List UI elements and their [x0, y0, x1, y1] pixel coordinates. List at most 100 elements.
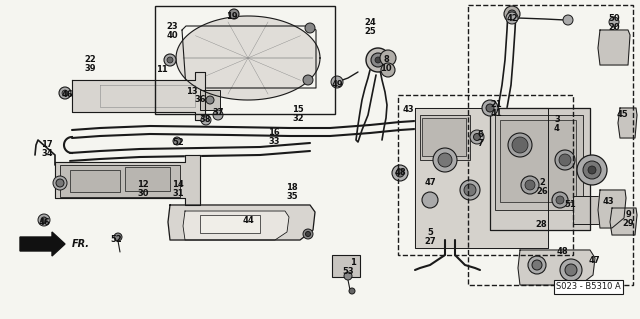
Text: 37: 37	[212, 108, 224, 117]
Bar	[155, 6, 335, 114]
Text: 27: 27	[424, 237, 436, 246]
Polygon shape	[183, 211, 289, 240]
Circle shape	[392, 165, 408, 181]
Bar	[200, 215, 260, 233]
Text: 13: 13	[186, 87, 198, 96]
Text: 46: 46	[38, 218, 50, 227]
Circle shape	[506, 12, 518, 24]
Text: 41: 41	[490, 109, 502, 118]
Text: 48: 48	[556, 247, 568, 256]
Text: 22: 22	[84, 55, 96, 64]
Text: 44: 44	[242, 216, 254, 225]
Text: 14: 14	[172, 180, 184, 189]
Circle shape	[504, 6, 520, 22]
Polygon shape	[20, 232, 65, 256]
Text: 52: 52	[110, 235, 122, 244]
Text: S023 - B5310 A: S023 - B5310 A	[556, 282, 621, 291]
Text: 12: 12	[137, 180, 149, 189]
Circle shape	[164, 54, 176, 66]
Polygon shape	[490, 108, 590, 230]
Circle shape	[559, 154, 571, 166]
Text: 17: 17	[41, 140, 53, 149]
Bar	[500, 120, 576, 202]
Polygon shape	[168, 205, 315, 240]
Text: 16: 16	[268, 128, 280, 137]
Circle shape	[59, 87, 71, 99]
Text: 29: 29	[622, 219, 634, 228]
Circle shape	[532, 260, 542, 270]
Circle shape	[470, 130, 484, 144]
Circle shape	[521, 176, 539, 194]
Circle shape	[609, 17, 619, 27]
Text: 31: 31	[172, 189, 184, 198]
Text: 30: 30	[137, 189, 148, 198]
Circle shape	[201, 115, 211, 125]
Polygon shape	[598, 30, 630, 65]
Text: 50: 50	[608, 14, 620, 23]
Text: 38: 38	[199, 115, 211, 124]
Circle shape	[474, 133, 481, 140]
Text: 28: 28	[535, 220, 547, 229]
Text: 39: 39	[84, 64, 96, 73]
Circle shape	[512, 137, 528, 153]
Text: 4: 4	[554, 124, 560, 133]
Text: 43: 43	[402, 105, 414, 114]
Polygon shape	[72, 72, 205, 120]
Bar	[200, 90, 220, 110]
Bar	[60, 165, 180, 197]
Circle shape	[552, 192, 568, 208]
Circle shape	[528, 256, 546, 274]
Circle shape	[508, 133, 532, 157]
Circle shape	[433, 148, 457, 172]
Circle shape	[53, 176, 67, 190]
Text: FR.: FR.	[72, 239, 90, 249]
Text: 24: 24	[364, 18, 376, 27]
Text: 6: 6	[477, 130, 483, 139]
Text: 53: 53	[342, 267, 354, 276]
Circle shape	[229, 9, 239, 19]
Text: 21: 21	[490, 100, 502, 109]
Circle shape	[305, 232, 310, 236]
Text: 26: 26	[536, 187, 548, 196]
Polygon shape	[518, 250, 595, 285]
Text: 2: 2	[539, 178, 545, 187]
Circle shape	[556, 196, 564, 204]
Circle shape	[460, 180, 480, 200]
Bar	[420, 115, 470, 160]
Circle shape	[303, 229, 313, 239]
Circle shape	[563, 15, 573, 25]
Circle shape	[366, 48, 390, 72]
Text: 48: 48	[394, 168, 406, 177]
Circle shape	[56, 179, 64, 187]
Bar	[468, 5, 633, 285]
Text: 33: 33	[268, 137, 280, 146]
Circle shape	[114, 233, 122, 241]
Circle shape	[380, 50, 396, 66]
Text: 43: 43	[602, 197, 614, 206]
Circle shape	[525, 180, 535, 190]
Circle shape	[303, 75, 313, 85]
Circle shape	[555, 150, 575, 170]
Circle shape	[560, 259, 582, 281]
Bar	[573, 196, 603, 224]
Bar	[398, 95, 573, 255]
Bar	[422, 118, 466, 156]
Text: 1: 1	[350, 258, 356, 267]
Text: 9: 9	[625, 210, 631, 219]
Text: 18: 18	[286, 183, 298, 192]
Circle shape	[344, 272, 352, 280]
Text: 25: 25	[364, 27, 376, 36]
Polygon shape	[618, 108, 637, 138]
Circle shape	[62, 90, 68, 96]
Circle shape	[381, 63, 395, 77]
Circle shape	[588, 166, 596, 174]
Polygon shape	[55, 155, 200, 205]
Text: 11: 11	[156, 65, 168, 74]
Text: 40: 40	[166, 31, 178, 40]
Circle shape	[206, 96, 214, 104]
Circle shape	[583, 161, 601, 179]
Text: 51: 51	[564, 200, 576, 209]
Text: 36: 36	[194, 95, 206, 104]
Text: 47: 47	[588, 256, 600, 265]
Circle shape	[375, 57, 381, 63]
